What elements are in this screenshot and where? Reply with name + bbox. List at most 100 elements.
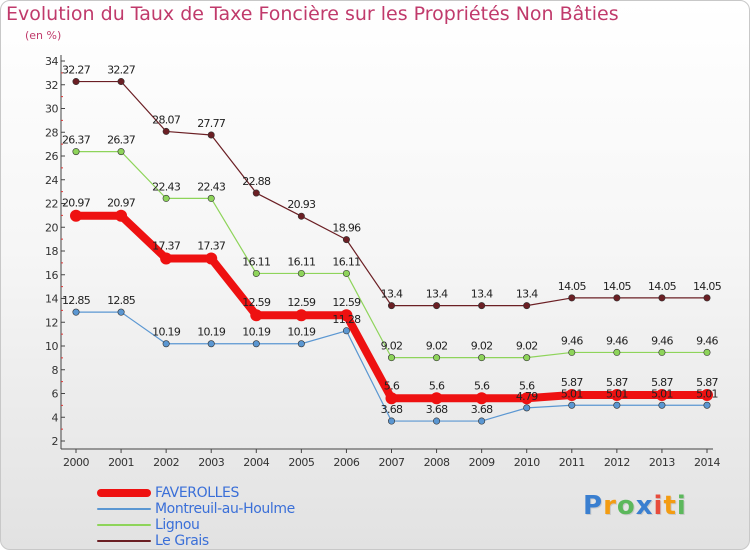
- data-label: 13.4: [471, 288, 493, 301]
- data-label: 10.19: [287, 326, 316, 339]
- data-label: 9.46: [651, 334, 673, 347]
- data-point: [523, 404, 531, 412]
- data-label: 5.6: [384, 379, 400, 392]
- x-tick-label: 2013: [649, 456, 675, 469]
- data-point: [565, 389, 578, 402]
- y-tick-label: 22: [45, 198, 58, 211]
- data-point: [205, 252, 218, 265]
- data-label: 14.05: [603, 280, 632, 293]
- data-point: [475, 392, 488, 405]
- y-tick-label: 34: [45, 55, 58, 68]
- data-label: 12.59: [287, 296, 316, 309]
- legend-label: Lignou: [155, 517, 200, 533]
- legend-swatch: [97, 508, 151, 510]
- data-label: 14.05: [648, 280, 677, 293]
- data-point: [387, 354, 395, 362]
- data-point: [433, 302, 441, 310]
- data-label: 5.01: [651, 387, 673, 400]
- data-label: 10.19: [152, 326, 181, 339]
- x-tick-label: 2010: [514, 456, 540, 469]
- data-label: 32.27: [62, 64, 91, 77]
- data-label: 20.93: [287, 198, 316, 211]
- x-tick-label: 2014: [694, 456, 720, 469]
- data-label: 16.11: [287, 255, 315, 268]
- data-label: 20.97: [107, 197, 136, 210]
- data-label: 18.96: [332, 222, 361, 235]
- data-point: [703, 348, 711, 356]
- data-point: [72, 78, 80, 86]
- data-point: [433, 354, 441, 362]
- data-label: 5.87: [606, 376, 628, 389]
- data-point: [297, 269, 305, 277]
- data-label: 10.19: [242, 326, 271, 339]
- y-tick-label: 12: [45, 316, 58, 329]
- data-point: [613, 348, 621, 356]
- logo-letter: i: [653, 491, 664, 521]
- data-point: [568, 294, 576, 302]
- proxiti-logo: Proxiti: [583, 491, 687, 521]
- legend-label: FAVEROLLES: [155, 485, 239, 501]
- x-tick-label: 2011: [559, 456, 585, 469]
- data-label: 27.77: [197, 117, 226, 130]
- y-tick-label: 28: [45, 126, 58, 139]
- x-tick-label: 2006: [333, 456, 359, 469]
- data-point: [613, 294, 621, 302]
- data-label: 9.02: [471, 340, 493, 353]
- data-point: [703, 294, 711, 302]
- data-point: [342, 327, 350, 335]
- data-label: 5.87: [696, 376, 718, 389]
- legend-item-faverolles: FAVEROLLES: [97, 485, 295, 501]
- data-label: 4.79: [516, 390, 538, 403]
- data-point: [297, 212, 305, 220]
- data-point: [387, 302, 395, 310]
- legend: FAVEROLLES Montreuil-au-Houlme Lignou Le…: [97, 485, 295, 549]
- data-label: 3.68: [426, 403, 448, 416]
- data-label: 3.68: [381, 403, 403, 416]
- data-point: [160, 252, 173, 265]
- data-point: [72, 308, 80, 316]
- data-label: 5.6: [429, 379, 445, 392]
- data-point: [117, 78, 125, 86]
- data-label: 12.85: [62, 294, 91, 307]
- data-label: 9.46: [696, 334, 718, 347]
- data-point: [162, 194, 170, 202]
- data-label: 9.46: [606, 334, 628, 347]
- data-point: [250, 309, 263, 322]
- data-point: [613, 401, 621, 409]
- legend-label: Le Grais: [155, 533, 209, 549]
- data-point: [478, 302, 486, 310]
- data-point: [117, 308, 125, 316]
- legend-swatch: [97, 489, 151, 497]
- y-tick-label: 8: [52, 364, 59, 377]
- unit-label: (en %): [25, 29, 62, 42]
- data-label: 5.87: [561, 376, 583, 389]
- data-point: [523, 354, 531, 362]
- logo-letter: i: [676, 491, 687, 521]
- data-label: 3.68: [471, 403, 493, 416]
- data-point: [568, 348, 576, 356]
- data-point: [658, 294, 666, 302]
- data-label: 22.43: [152, 180, 181, 193]
- data-label: 10.19: [197, 326, 226, 339]
- data-point: [162, 127, 170, 135]
- data-label: 9.46: [561, 334, 583, 347]
- data-label: 13.4: [516, 288, 538, 301]
- y-tick-label: 16: [45, 269, 58, 282]
- y-tick-label: 30: [45, 103, 58, 116]
- x-tick-label: 2002: [153, 456, 179, 469]
- data-point: [115, 209, 128, 222]
- series-lines: [70, 78, 713, 425]
- logo-letter: x: [635, 491, 654, 521]
- data-point: [430, 392, 443, 405]
- data-label: 5.01: [696, 387, 718, 400]
- y-tick-label: 10: [45, 340, 58, 353]
- y-tick-label: 18: [45, 245, 58, 258]
- chart-title: Evolution du Taux de Taxe Foncière sur l…: [6, 3, 619, 25]
- y-tick-label: 24: [45, 174, 58, 187]
- data-label: 9.02: [381, 340, 403, 353]
- data-point: [252, 269, 260, 277]
- x-tick-label: 2012: [604, 456, 630, 469]
- data-point: [342, 236, 350, 244]
